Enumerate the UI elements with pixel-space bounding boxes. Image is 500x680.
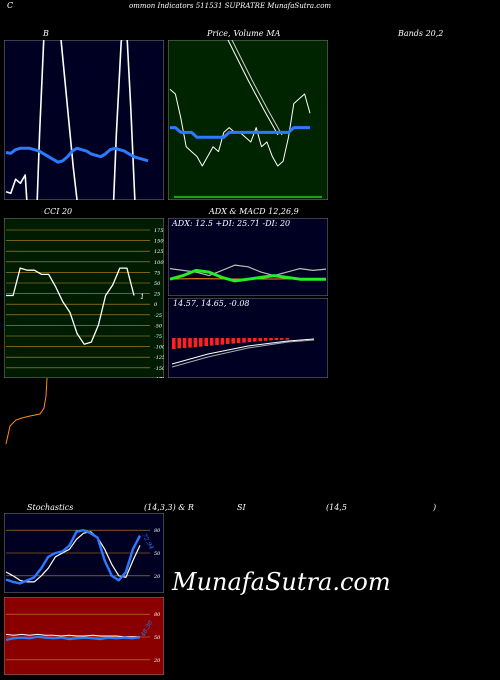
adx-values: ADX: 12.5 +DI: 25.71 -DI: 20 [172,219,291,228]
cci-tick-label: 150 [154,239,164,245]
stochastics-d-line [5,531,141,583]
bands-params: Bands 20,2 [398,29,444,38]
rsi-signal-line [5,633,140,638]
macd-histogram-bar [220,338,225,345]
rsi-tick-label: 50 [154,635,161,641]
cci-tick-label: -50 [154,323,163,329]
macd-histogram-bar [285,338,289,340]
panel-background [168,40,328,200]
header-letter: C [7,1,14,10]
cci-tick-label: 0 [154,302,158,308]
rsi-si-label: SI [237,503,246,512]
macd-histogram-bar [247,338,252,342]
page-title: ommon Indicators 511531 SUPRATRE MunafaS… [129,2,332,10]
ma-line [170,126,310,139]
macd-histogram-bar [193,338,198,348]
price-lines [169,40,311,167]
stochastics-lines [5,529,142,585]
price-ma-panel-title: Price, Volume MA [207,29,280,38]
macd-histogram-bar [253,338,257,342]
rsi-lines [5,633,141,641]
macd-histogram-bar [274,338,279,340]
macd-bars [172,338,289,349]
cci-last-label: 1 [140,293,144,301]
plus-di-line [169,264,327,277]
panel-background [4,40,164,200]
stochastics-k-line [5,529,142,585]
macd-histogram-bar [269,338,273,341]
macd-histogram-bar [182,338,187,348]
macd-line [171,338,315,365]
overflow-line [5,378,48,445]
watermark: MunafaSutra.com [172,568,391,596]
adx-panel [168,218,328,296]
cci-tick-label: 100 [154,260,164,266]
bollinger-bands-panel [4,40,164,200]
cci-tick-label: 50 [154,281,161,287]
stochastics-params: (14,3,3) & R [144,503,194,512]
cci-tick-label: -75 [154,334,162,340]
minus-di-line [169,268,326,283]
cci-tick-label: -100 [154,345,164,351]
price-ma-panel [168,40,328,200]
cci-tick-label: 25 [153,292,160,298]
signal-line [171,339,315,368]
macd-histogram-bar [199,338,203,347]
stochastics-title: Stochastics [27,503,74,512]
macd-histogram-bar [263,338,268,341]
cci-tick-label: 125 [154,249,164,255]
macd-histogram-bar [172,338,176,349]
macd-histogram-bar [209,338,214,346]
macd-histogram-bar [242,338,246,343]
ma-word: MA [266,29,281,38]
price-trend-line-a [227,40,279,136]
overflow-polyline [5,378,48,445]
adx-lines [169,264,327,283]
cci-grid: 175 150 125 100 75 50 25 0 -25 -50 -75 -100 -125 -150… [6,228,164,378]
panel-background [4,218,164,378]
rsi-close-paren: ) [433,503,437,512]
macd-histogram-bar [258,338,262,342]
cci-tick-label: -175 [154,376,164,378]
bands-panel-title: B [43,29,49,38]
macd-values: 14.57, 14.65, -0.08 [173,299,250,308]
cci-tick-label: -125 [154,355,164,361]
bands-lines [5,40,149,200]
cci-panel-title: CCI 20 [44,207,73,216]
cci-line [6,267,135,345]
cci-panel: 175 150 125 100 75 50 25 0 -25 -50 -75 -100 -125 -150… [4,218,164,378]
cci-tick-label: -150 [154,366,164,372]
macd-histogram-bar [188,338,192,348]
macd-histogram-bar [280,338,284,340]
panel-background [168,218,328,296]
rsi-tick-label: 80 [154,612,161,618]
cci-lines: 1 [6,267,144,345]
macd-panel [168,298,328,378]
adx-panel-title: ADX & MACD 12,26,9 [209,207,299,216]
rsi-tick-label: 20 [153,658,161,664]
macd-histogram-bar [177,338,181,349]
stochastics-tick-label: 20 [153,574,161,580]
bands-middle-line [5,146,149,164]
rsi-line [5,635,141,641]
cci-tick-label: 175 [154,228,164,234]
macd-histogram-bar [231,338,235,344]
cci-tick-label: 75 [154,270,160,276]
macd-histogram-bar [236,338,241,343]
stochastics-tick-label: 80 [154,528,161,534]
cci-tick-label: -25 [154,313,162,319]
rsi-params: (14,5 [326,503,347,512]
price-trend-line-b [231,40,283,136]
volume-word: Volume [233,29,264,38]
macd-lines [171,338,315,368]
macd-histogram-bar [226,338,230,344]
price-word: Price, [207,29,231,38]
macd-histogram-bar [215,338,219,345]
macd-histogram-bar [204,338,208,346]
stochastics-tick-label: 50 [154,551,161,557]
